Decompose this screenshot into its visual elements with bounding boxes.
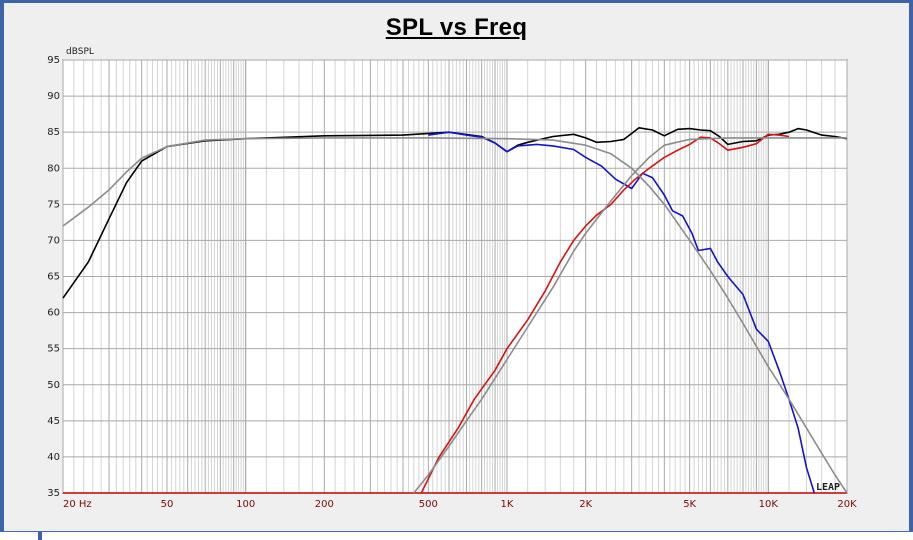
- y-tick-label: 80: [47, 163, 60, 174]
- curve-4: [62, 137, 848, 494]
- curve-2: [428, 131, 816, 494]
- y-tick-label: 55: [47, 344, 60, 355]
- x-tick-label: 1K: [501, 499, 514, 510]
- x-tick-label: 100: [236, 499, 255, 510]
- x-tick-label: 10K: [759, 499, 779, 510]
- y-tick-label: 75: [47, 199, 60, 210]
- grid: [62, 59, 848, 494]
- x-tick-label: 20 Hz: [63, 499, 92, 510]
- y-tick-label: 85: [47, 127, 60, 138]
- y-axis-label: dBSPL: [66, 47, 94, 57]
- y-tick-label: 35: [47, 488, 60, 499]
- y-tick-label: 60: [47, 308, 60, 319]
- y-tick-label: 70: [47, 235, 60, 246]
- y-tick-label: 65: [47, 272, 60, 283]
- x-tick-label: 20K: [837, 499, 857, 510]
- x-tick-label: 2K: [579, 499, 592, 510]
- y-tick-label: 95: [47, 55, 60, 66]
- curve-5: [413, 137, 847, 494]
- y-tick-label: 50: [47, 380, 60, 391]
- x-tick-label: 500: [419, 499, 438, 510]
- bottom-strip: [0, 531, 913, 540]
- y-tick-label: 90: [47, 91, 60, 102]
- y-tick-label: 45: [47, 416, 60, 427]
- x-tick-label: 200: [315, 499, 334, 510]
- x-tick-label: 5K: [683, 499, 696, 510]
- chart-title: SPL vs Freq: [385, 14, 528, 41]
- curves: [62, 127, 848, 494]
- y-tick-label: 40: [47, 452, 60, 463]
- x-tick-label: 50: [161, 499, 174, 510]
- leap-watermark: LEAP: [816, 482, 840, 493]
- curve-3: [420, 133, 790, 494]
